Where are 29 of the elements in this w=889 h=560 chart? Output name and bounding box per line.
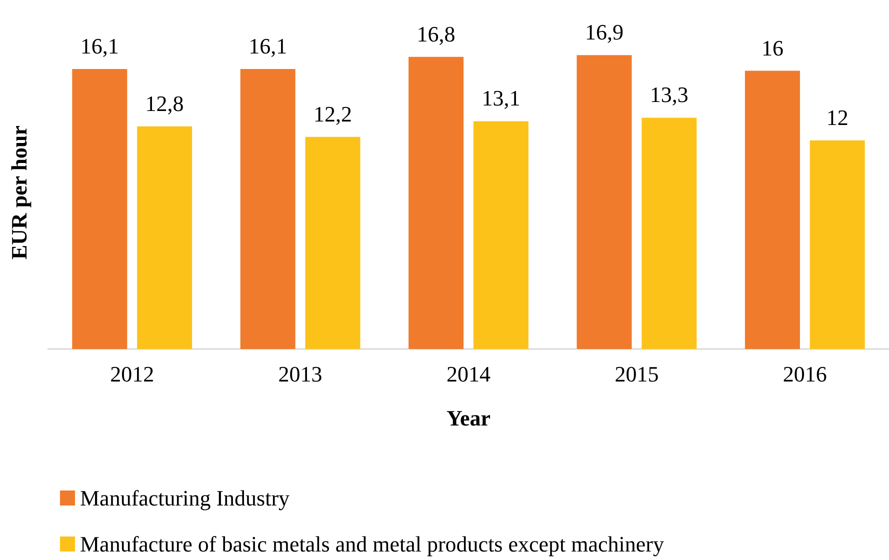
data-label: 16,9 <box>585 20 624 45</box>
data-label: 16,1 <box>248 34 288 59</box>
data-label: 13,3 <box>650 82 688 108</box>
x-tick-label: 2013 <box>278 362 322 386</box>
data-label: 12,8 <box>145 90 184 116</box>
data-label: 12 <box>826 104 848 130</box>
x-tick-label: 2015 <box>614 362 659 386</box>
bar <box>305 136 360 349</box>
legend-label: Manufacture of basic metals and metal products except machinery <box>80 532 664 556</box>
data-label: 16,1 <box>80 34 119 59</box>
data-label: 16,8 <box>416 21 456 46</box>
data-label: 12,2 <box>314 101 352 126</box>
bar <box>473 121 528 349</box>
data-label: 13,1 <box>482 86 520 111</box>
x-tick-label: 2016 <box>782 362 827 386</box>
bar <box>408 56 464 349</box>
x-tick-label: 2012 <box>110 362 154 386</box>
bar <box>137 126 192 349</box>
bar <box>642 118 697 349</box>
bar <box>810 140 865 349</box>
bar <box>576 55 632 349</box>
data-label: 16 <box>761 35 784 60</box>
x-axis-title: Year <box>446 406 491 430</box>
x-tick-label: 2014 <box>446 362 490 386</box>
bar <box>744 70 800 349</box>
bar <box>240 69 296 349</box>
y-axis-title: EUR per hour <box>6 125 32 260</box>
bar <box>72 69 128 349</box>
legend-label: Manufacturing Industry <box>80 486 290 510</box>
